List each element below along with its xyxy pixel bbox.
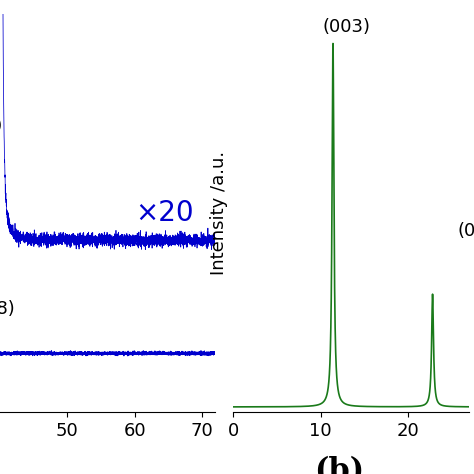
Text: (003): (003) xyxy=(322,18,370,36)
Text: 8): 8) xyxy=(0,117,3,135)
Text: (006: (006 xyxy=(457,222,474,240)
Y-axis label: Intensity /a.u.: Intensity /a.u. xyxy=(210,151,228,275)
Text: ×20: ×20 xyxy=(135,199,194,228)
Text: (b): (b) xyxy=(314,456,365,474)
Text: 18): 18) xyxy=(0,300,15,318)
